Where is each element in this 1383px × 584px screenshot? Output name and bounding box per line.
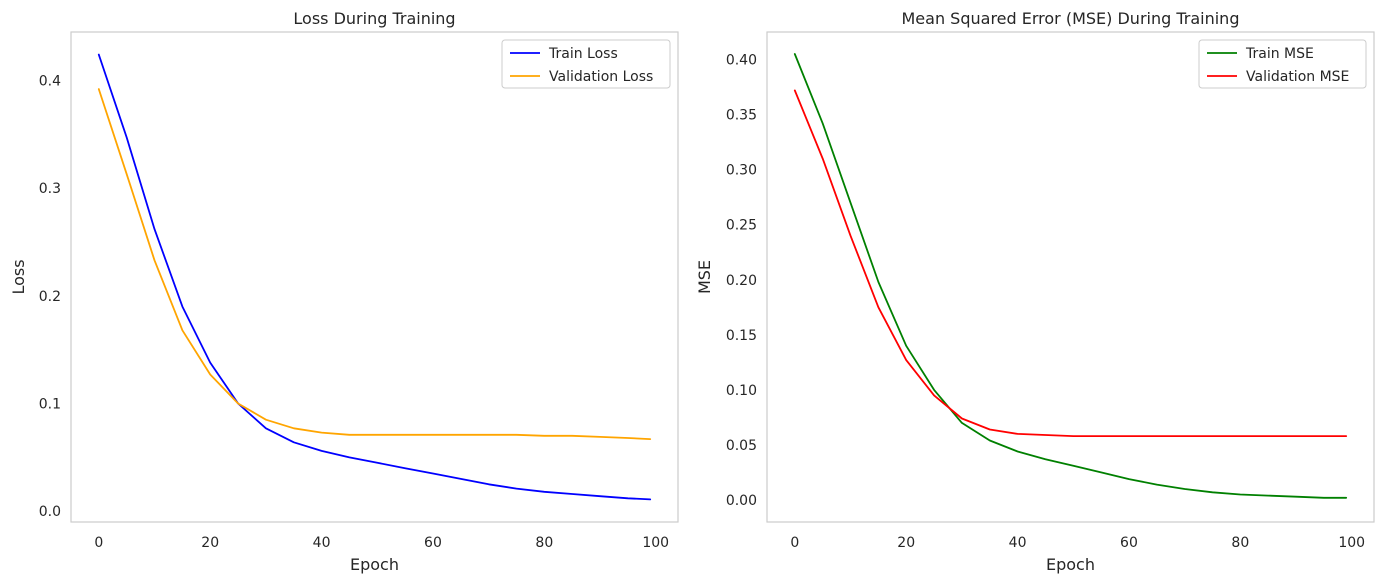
y-tick-label: 0.00 xyxy=(726,493,757,509)
y-tick-label: 0.4 xyxy=(39,73,61,89)
y-tick-label: 0.15 xyxy=(726,328,757,344)
chart-title: Mean Squared Error (MSE) During Training xyxy=(902,9,1240,28)
x-tick-label: 100 xyxy=(1338,535,1365,551)
legend-label: Train MSE xyxy=(1245,46,1314,62)
x-tick-label: 80 xyxy=(535,535,553,551)
legend-label: Validation MSE xyxy=(1246,69,1349,85)
x-tick-label: 60 xyxy=(1120,535,1138,551)
x-axis-label: Epoch xyxy=(1046,555,1095,574)
y-tick-label: 0.2 xyxy=(39,289,61,305)
series-line-1 xyxy=(793,53,1348,499)
legend: Train Loss Validation Loss xyxy=(501,39,671,89)
y-tick-label: 0.1 xyxy=(39,397,61,413)
y-tick-label: 0.05 xyxy=(726,438,757,454)
x-tick-label: 60 xyxy=(424,535,442,551)
series-line-2 xyxy=(97,88,652,441)
y-tick-label: 0.10 xyxy=(726,383,757,399)
x-tick-label: 20 xyxy=(897,535,915,551)
y-tick-label: 0.30 xyxy=(726,163,757,179)
x-tick-label: 0 xyxy=(94,535,103,551)
x-tick-label: 20 xyxy=(201,535,219,551)
y-tick-label: 0.35 xyxy=(726,108,757,124)
legend-box xyxy=(501,39,671,89)
y-tick-label: 0.20 xyxy=(726,273,757,289)
series-line-1 xyxy=(97,53,652,501)
plot-frame xyxy=(766,31,1375,523)
x-axis-label: Epoch xyxy=(350,555,399,574)
chart-title: Loss During Training xyxy=(293,9,455,28)
y-axis-label: MSE xyxy=(695,260,714,294)
y-tick-label: 0.40 xyxy=(726,53,757,69)
legend-box xyxy=(1198,39,1367,89)
loss-chart: Loss During Training 0 20 40 60 80 100 0.0 0.1 0.… xyxy=(9,9,679,574)
legend-label: Train Loss xyxy=(548,46,618,62)
y-axis-label: Loss xyxy=(9,259,28,294)
x-tick-label: 100 xyxy=(642,535,669,551)
y-tick-label: 0.0 xyxy=(39,504,61,520)
y-tick-label: 0.3 xyxy=(39,181,61,197)
y-tick-label: 0.25 xyxy=(726,218,757,234)
mse-chart: Mean Squared Error (MSE) During Training… xyxy=(695,9,1375,574)
x-tick-label: 40 xyxy=(1009,535,1027,551)
legend-label: Validation Loss xyxy=(549,69,653,85)
x-tick-label: 80 xyxy=(1231,535,1249,551)
legend: Train MSE Validation MSE xyxy=(1198,39,1367,89)
x-tick-label: 40 xyxy=(313,535,331,551)
x-tick-label: 0 xyxy=(790,535,799,551)
series-line-2 xyxy=(793,89,1348,438)
